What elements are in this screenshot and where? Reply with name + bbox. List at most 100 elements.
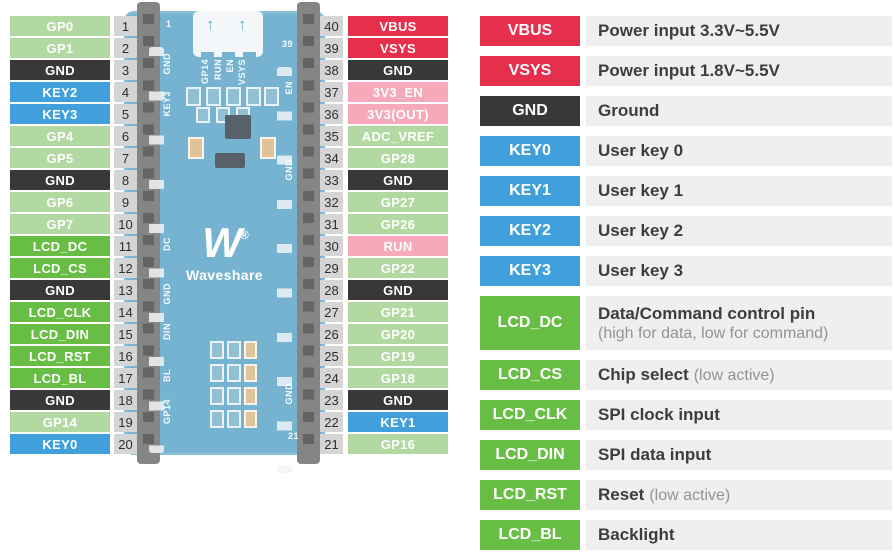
pin-row: GND 8	[10, 170, 137, 190]
pin-label: GND	[348, 170, 448, 190]
pin-number: 15	[114, 324, 137, 344]
pin-label: GND	[348, 60, 448, 80]
silkscreen-label: EN	[284, 81, 294, 95]
legend-row: KEY3 User key 3	[480, 256, 892, 286]
pin-number: 12	[114, 258, 137, 278]
pin-label: GP16	[348, 434, 448, 454]
legend: VBUS Power input 3.3V~5.5V VSYS Power in…	[480, 16, 892, 550]
smd-component	[210, 341, 224, 359]
smd-component	[210, 387, 224, 405]
legend-badge: KEY3	[480, 256, 580, 286]
pin-row: KEY1 22	[320, 412, 448, 432]
pin-number: 24	[320, 368, 343, 388]
pin-label: LCD_DIN	[10, 324, 110, 344]
legend-description: SPI clock input	[586, 400, 892, 430]
pin-row: GP6 9	[10, 192, 137, 212]
smd-component	[210, 410, 224, 428]
legend-main-text: Data/Command control pin	[598, 303, 816, 323]
pin-label: LCD_CLK	[10, 302, 110, 322]
pin-row: LCD_CS 12	[10, 258, 137, 278]
usb-connector: ↑ ↑	[193, 11, 263, 57]
pin-number: 40	[320, 16, 343, 36]
pin-label: ADC_VREF	[348, 126, 448, 146]
legend-badge: LCD_RST	[480, 480, 580, 510]
legend-main-text: User key 3	[598, 261, 684, 281]
pin-label: GP6	[10, 192, 110, 212]
pin-row: GP18 24	[320, 368, 448, 388]
legend-badge: LCD_BL	[480, 520, 580, 550]
pin-number: 19	[114, 412, 137, 432]
pin-number: 36	[320, 104, 343, 124]
pin-number: 22	[320, 412, 343, 432]
pin-number: 25	[320, 346, 343, 366]
smd-component	[210, 364, 224, 382]
pin-row: GP19 25	[320, 346, 448, 366]
pin-number: 8	[114, 170, 137, 190]
pin-number: 30	[320, 236, 343, 256]
pin-label: GP19	[348, 346, 448, 366]
pin-number: 29	[320, 258, 343, 278]
solder-pads-left	[149, 47, 164, 453]
pin-row: RUN 30	[320, 236, 448, 256]
pin-row: ADC_VREF 35	[320, 126, 448, 146]
pin-label: GP27	[348, 192, 448, 212]
pin-row: GND 38	[320, 60, 448, 80]
registered-trademark: ®	[239, 228, 249, 242]
pin-label: LCD_RST	[10, 346, 110, 366]
pin-label: RUN	[348, 236, 448, 256]
silkscreen-label: DIN	[162, 323, 172, 340]
smd-component	[244, 410, 257, 428]
pin-label: 3V3(OUT)	[348, 104, 448, 124]
legend-badge: VBUS	[480, 16, 580, 46]
legend-row: LCD_BL Backlight	[480, 520, 892, 550]
legend-main-text: Power input 3.3V~5.5V	[598, 21, 780, 41]
legend-row: LCD_DC Data/Command control pin (high for…	[480, 296, 892, 350]
smd-component	[227, 387, 241, 405]
pin-row: LCD_DIN 15	[10, 324, 137, 344]
pin-row: KEY3 5	[10, 104, 137, 124]
pin-row: LCD_BL 17	[10, 368, 137, 388]
silkscreen-label: KEY3	[162, 91, 172, 117]
pin-row: GP0 1	[10, 16, 137, 36]
pin-number: 5	[114, 104, 137, 124]
legend-badge: KEY0	[480, 136, 580, 166]
pin-label: KEY3	[10, 104, 110, 124]
pin-number: 28	[320, 280, 343, 300]
pin-row: GP28 34	[320, 148, 448, 168]
legend-badge: LCD_CS	[480, 360, 580, 390]
silkscreen-label: RUN	[213, 59, 223, 80]
pin-row: GP27 32	[320, 192, 448, 212]
pin-label: GP18	[348, 368, 448, 388]
pin-number: 13	[114, 280, 137, 300]
smd-component	[206, 87, 221, 106]
pin-row: GP1 2	[10, 38, 137, 58]
silkscreen-label: 39	[282, 39, 294, 49]
pin-row: GND 18	[10, 390, 137, 410]
waveshare-logo-text: Waveshare	[185, 266, 263, 283]
pin-row: GP21 27	[320, 302, 448, 322]
pin-label: GP5	[10, 148, 110, 168]
smd-component	[244, 364, 257, 382]
legend-row: LCD_CLK SPI clock input	[480, 400, 892, 430]
silkscreen-label: GND	[162, 283, 172, 305]
pin-label: GP28	[348, 148, 448, 168]
smd-component	[186, 87, 201, 106]
pin-number: 37	[320, 82, 343, 102]
pin-number: 16	[114, 346, 137, 366]
legend-main-text: User key 2	[598, 221, 684, 241]
legend-description: Reset (low active)	[586, 480, 892, 510]
pin-number: 21	[320, 434, 343, 454]
pin-label: GND	[10, 390, 110, 410]
pin-row: LCD_RST 16	[10, 346, 137, 366]
pin-label: GND	[10, 60, 110, 80]
pin-row: GND 23	[320, 390, 448, 410]
pin-label: LCD_CS	[10, 258, 110, 278]
pin-number: 17	[114, 368, 137, 388]
silkscreen-label: BL	[162, 369, 172, 382]
pin-label: GP14	[10, 412, 110, 432]
legend-row: VBUS Power input 3.3V~5.5V	[480, 16, 892, 46]
pin-label: KEY2	[10, 82, 110, 102]
pin-row: VBUS 40	[320, 16, 448, 36]
pin-label: LCD_DC	[10, 236, 110, 256]
pin-number: 4	[114, 82, 137, 102]
